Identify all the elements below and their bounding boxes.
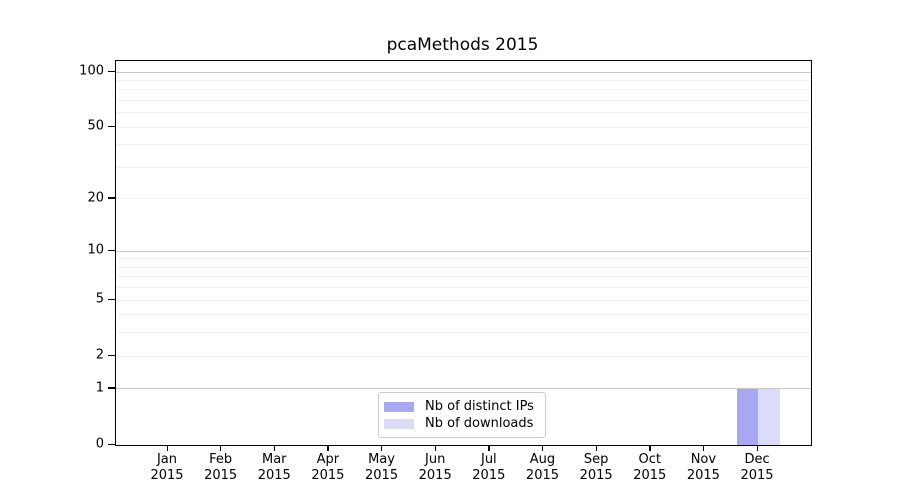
legend-label-downloads: Nb of downloads	[425, 416, 534, 431]
x-tick	[649, 445, 651, 451]
gridline-minor	[116, 99, 811, 101]
x-tick-label: Jul 2015	[472, 452, 506, 483]
gridline-minor	[116, 276, 811, 278]
y-tick	[108, 70, 115, 72]
y-tick	[108, 443, 115, 445]
y-tick-label: 10	[87, 242, 104, 258]
gridline-minor	[116, 166, 811, 168]
x-tick-label: Feb 2015	[204, 452, 238, 483]
legend-item-distinct-ips: Nb of distinct IPs	[384, 398, 537, 415]
y-tick	[108, 249, 115, 251]
x-tick	[327, 445, 329, 451]
legend-swatch-downloads	[384, 418, 414, 429]
gridline-minor	[116, 198, 811, 200]
x-tick-label: Apr 2015	[311, 452, 345, 483]
gridline-minor	[116, 79, 811, 81]
x-tick-label: Sep 2015	[579, 452, 613, 483]
bar-dec-downloads	[758, 388, 780, 445]
y-tick	[108, 354, 115, 356]
y-tick	[108, 197, 115, 199]
gridline-minor	[116, 258, 811, 260]
x-tick	[381, 445, 383, 451]
gridline-minor	[116, 332, 811, 334]
y-tick-label: 20	[87, 190, 104, 206]
gridline-minor	[116, 314, 811, 316]
legend: Nb of distinct IPs Nb of downloads	[378, 392, 546, 438]
y-tick	[108, 387, 115, 389]
x-tick	[702, 445, 705, 451]
x-tick	[595, 445, 597, 451]
y-tick	[108, 298, 115, 300]
x-tick-label: Aug 2015	[525, 452, 560, 483]
y-tick-label: 5	[95, 291, 104, 307]
x-tick-label: Dec 2015	[740, 452, 774, 483]
x-tick	[166, 445, 168, 451]
gridline-minor	[116, 287, 811, 289]
x-tick-label: Nov 2015	[686, 452, 720, 483]
x-tick	[756, 445, 758, 451]
gridline-minor	[116, 266, 811, 268]
x-tick-label: May 2015	[365, 452, 399, 483]
legend-swatch-distinct-ips	[384, 401, 414, 412]
y-tick	[108, 125, 115, 128]
plot-area	[115, 60, 812, 446]
gridline-major	[116, 250, 811, 252]
x-tick	[541, 445, 544, 451]
x-tick-label: Jan 2015	[150, 452, 184, 483]
x-tick	[488, 445, 490, 451]
y-tick-label: 2	[95, 347, 104, 363]
gridline-minor	[116, 112, 811, 114]
gridline-major	[116, 388, 811, 390]
x-tick-label: Mar 2015	[257, 452, 291, 483]
gridline-minor	[116, 89, 811, 91]
bar-dec-distinct-ips	[736, 388, 759, 445]
gridline-minor	[116, 144, 811, 146]
gridline-minor	[116, 299, 811, 301]
y-tick-label: 1	[95, 380, 104, 396]
legend-item-downloads: Nb of downloads	[384, 415, 537, 432]
x-tick-label: Jun 2015	[418, 452, 452, 483]
x-tick	[220, 445, 222, 451]
gridline-major	[116, 71, 811, 73]
chart-title: pcaMethods 2015	[386, 35, 539, 55]
legend-label-distinct-ips: Nb of distinct IPs	[425, 399, 534, 414]
y-tick-label: 50	[87, 118, 104, 134]
gridline-minor	[116, 126, 811, 128]
x-tick	[434, 445, 436, 451]
y-tick-label: 0	[95, 436, 104, 452]
gridline-minor	[116, 355, 811, 357]
x-tick-label: Oct 2015	[633, 452, 667, 483]
y-tick-label: 100	[79, 63, 104, 79]
x-tick	[273, 445, 276, 451]
